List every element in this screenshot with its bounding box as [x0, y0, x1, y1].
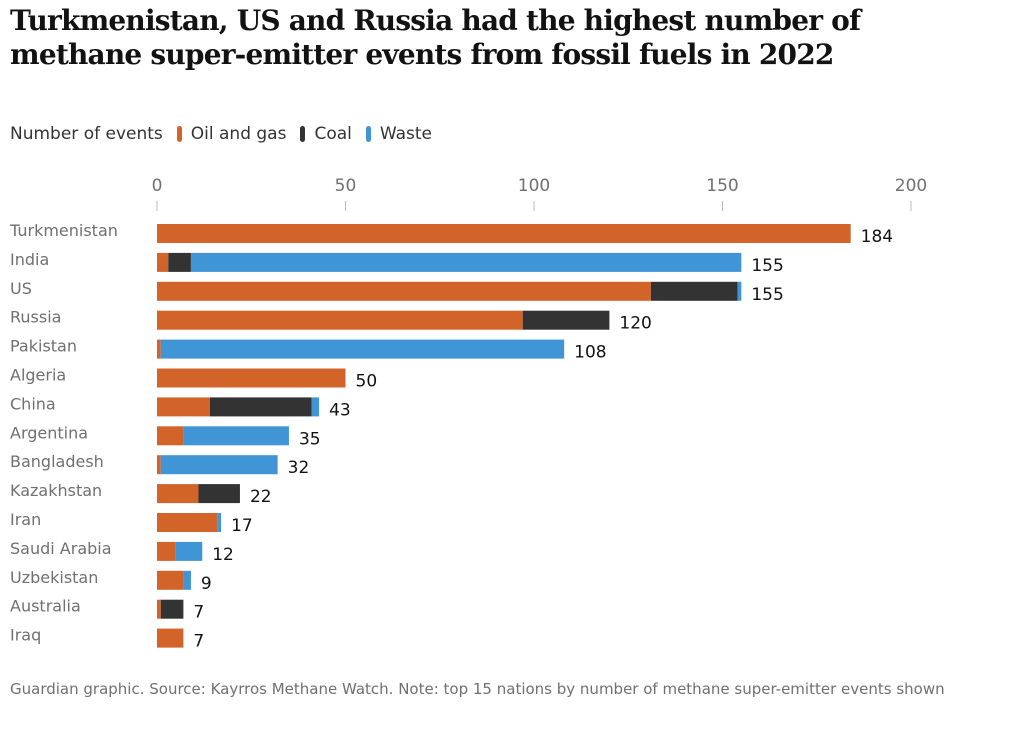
legend-label: Number of events	[10, 124, 163, 144]
bar-segment-oil-and-gas	[157, 513, 218, 532]
bar-segment-waste	[737, 281, 742, 301]
x-tick-label: 150	[706, 176, 738, 196]
category-label: Bangladesh	[10, 452, 104, 471]
bar-segment-coal	[650, 281, 738, 301]
legend-item-label: Oil and gas	[190, 124, 287, 144]
value-label: 22	[250, 487, 272, 507]
category-label: Saudi Arabia	[10, 539, 112, 558]
category-label: US	[10, 279, 32, 298]
value-label: 120	[619, 314, 651, 334]
value-label: 155	[751, 256, 783, 276]
legend-item-coal: Coal	[300, 124, 352, 144]
bar-segment-oil-and-gas	[157, 224, 851, 243]
category-label: Kazakhstan	[10, 481, 102, 500]
bar-segment-oil-and-gas	[157, 252, 169, 272]
value-label: 7	[193, 632, 204, 652]
legend-item-waste: Waste	[365, 124, 432, 144]
value-label: 35	[299, 429, 321, 449]
value-label: 155	[751, 285, 783, 305]
category-label: Iran	[10, 510, 41, 529]
bar-segment-oil-and-gas	[157, 339, 161, 359]
bar-segment-waste	[175, 541, 203, 561]
bar-segment-coal	[168, 252, 191, 272]
bar-segment-waste	[183, 426, 289, 446]
value-label: 108	[574, 343, 606, 363]
legend-item-label: Waste	[379, 124, 432, 144]
value-label: 9	[201, 574, 212, 594]
value-label: 43	[329, 400, 351, 420]
legend-item-label: Coal	[314, 124, 352, 144]
x-tick-label: 200	[895, 176, 927, 196]
legend: Number of events Oil and gas Coal Waste	[10, 124, 446, 144]
legend-item-oil-and-gas: Oil and gas	[176, 124, 287, 144]
category-label: Algeria	[10, 366, 66, 385]
category-label: China	[10, 394, 56, 413]
bar-segment-oil-and-gas	[157, 599, 161, 619]
value-label: 50	[356, 372, 378, 392]
x-tick-label: 0	[152, 176, 163, 196]
bar-segment-waste	[190, 252, 742, 272]
x-tick-label: 50	[335, 176, 357, 196]
legend-swatch-waste	[365, 126, 371, 142]
bar-chart: 0 50 100 150 200 Turkmenistan 184 India 155 US 155…	[9, 176, 927, 652]
value-label: 12	[212, 545, 234, 565]
category-label: Pakistan	[10, 337, 77, 356]
legend-swatch-oil-and-gas	[176, 126, 182, 142]
bar-segment-waste	[160, 455, 278, 475]
bar-segment-waste	[217, 513, 222, 532]
category-label: Australia	[10, 597, 81, 616]
bar-segment-oil-and-gas	[157, 281, 651, 301]
bar-segment-oil-and-gas	[157, 570, 184, 590]
source-note: Guardian graphic. Source: Kayrros Methan…	[10, 680, 945, 698]
bar-segment-oil-and-gas	[157, 426, 184, 446]
bar-segment-coal	[209, 397, 312, 417]
x-tick-label: 100	[518, 176, 550, 196]
category-label: Iraq	[10, 626, 41, 645]
bar-segment-coal	[522, 310, 610, 330]
category-label: Russia	[10, 308, 61, 327]
value-label: 17	[231, 516, 253, 536]
bar-segment-waste	[183, 570, 191, 590]
category-label: Turkmenistan	[9, 221, 118, 240]
legend-swatch-coal	[300, 126, 306, 142]
value-label: 7	[193, 603, 204, 623]
category-label: Uzbekistan	[10, 568, 98, 587]
bar-segment-coal	[160, 599, 184, 619]
bar-segment-oil-and-gas	[157, 397, 210, 417]
chart-title: Turkmenistan, US and Russia had the high…	[10, 4, 861, 71]
bar-segment-oil-and-gas	[157, 628, 184, 648]
category-label: Argentina	[10, 423, 88, 442]
bar-segment-oil-and-gas	[157, 310, 523, 330]
bar-segment-waste	[160, 339, 565, 359]
bar-segment-coal	[198, 484, 240, 504]
bar-segment-oil-and-gas	[157, 484, 199, 504]
bar-segment-oil-and-gas	[157, 368, 346, 388]
value-label: 32	[288, 458, 310, 478]
value-label: 184	[861, 227, 893, 247]
bar-segment-oil-and-gas	[157, 455, 161, 475]
category-label: India	[10, 250, 49, 269]
bar-segment-waste	[311, 397, 320, 417]
bar-segment-oil-and-gas	[157, 541, 176, 561]
